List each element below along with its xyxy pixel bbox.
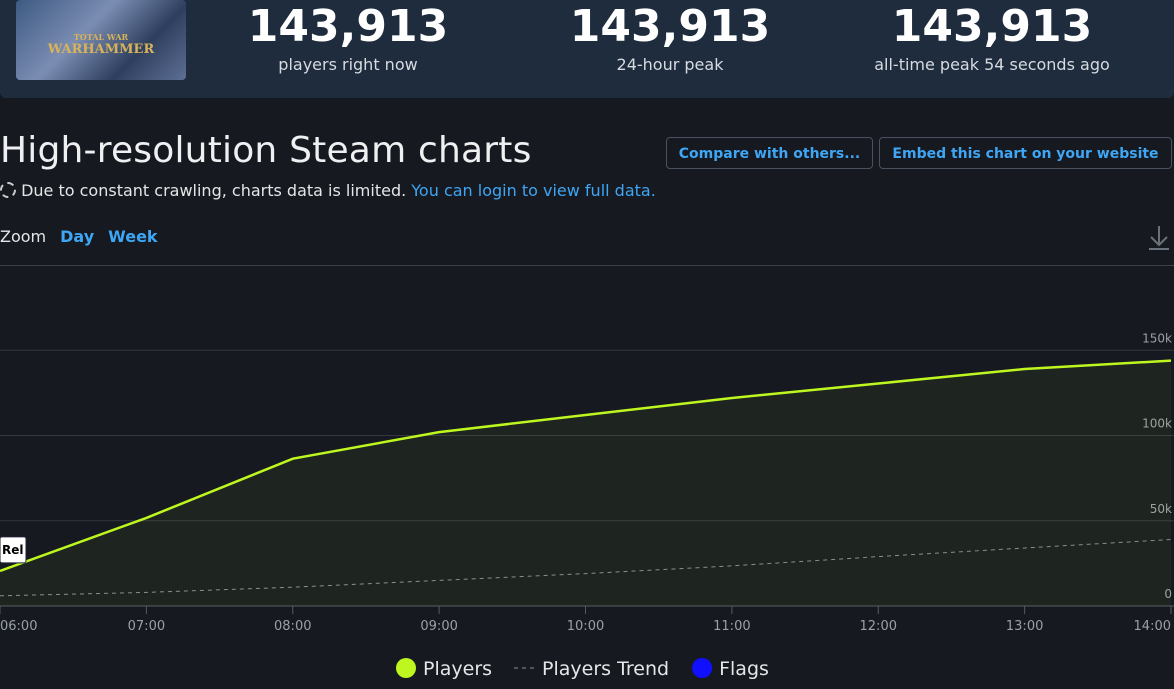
legend-label: Flags [719,658,769,680]
legend-item[interactable]: Players Trend [514,658,669,680]
legend-label: Players Trend [542,658,669,680]
stat: 143,913 all-time peak 54 seconds ago [842,2,1142,78]
stat-value: 143,913 [247,1,449,52]
notice-text: Due to constant crawling, charts data is… [21,181,407,200]
legend-item[interactable]: Players [396,658,492,680]
login-link[interactable]: You can login to view full data. [411,181,656,200]
stat-label: players right now [278,55,418,74]
spinner-icon [0,182,16,198]
area [0,360,1171,606]
heading: High-resolution Steam charts [0,130,532,171]
zoom-option[interactable]: Week [108,227,158,246]
stat: 143,913 players right now [198,2,498,78]
header [0,0,1174,98]
notice: Due to constant crawling, charts data is… [0,181,656,200]
legend-symbol [396,658,416,678]
logo-text: WARHAMMER [47,42,155,57]
zoom-option[interactable]: Day [60,227,95,246]
legend-item[interactable]: Flags [692,658,769,680]
flag [0,536,27,564]
zoom-label: Zoom [0,227,47,246]
x-tick-label: 07:00 [128,619,165,634]
x-tick-label: 14:00 [1134,619,1171,634]
y-tick-label: 50k [1150,502,1172,516]
logo-text: TOTAL WAR [73,32,129,42]
stat-label: 24-hour peak [616,55,724,74]
stat: 143,913 24-hour peak [520,2,820,78]
y-tick-label: 0 [1164,587,1172,601]
line [0,539,1172,597]
download-icon[interactable] [1149,226,1169,250]
button[interactable]: Embed this chart on your website [879,137,1172,169]
button[interactable]: Compare with others... [666,137,873,169]
line [0,359,1172,573]
x-tick-label: 12:00 [860,619,897,634]
zoom: Zoom Day Week [0,227,158,246]
legend-label: Players [423,658,492,680]
x-tick-label: 11:00 [713,619,750,634]
flag-label: Rel [2,543,24,557]
stat-value: 143,913 [569,1,771,52]
stat-label: all-time peak 54 seconds ago [874,55,1110,74]
legend-symbol [692,658,713,678]
x-tick-label: 06:00 [0,619,37,634]
stat-value: 143,913 [891,1,1093,52]
game-logo[interactable]: TOTAL WAR WARHAMMER [16,0,186,80]
y-tick-label: 100k [1142,417,1172,431]
y-tick-label: 150k [1142,331,1172,345]
x-tick-label: 08:00 [274,619,311,634]
x-tick-label: 10:00 [567,619,604,634]
x-tick-label: 13:00 [1006,619,1043,634]
x-tick-label: 09:00 [420,619,457,634]
